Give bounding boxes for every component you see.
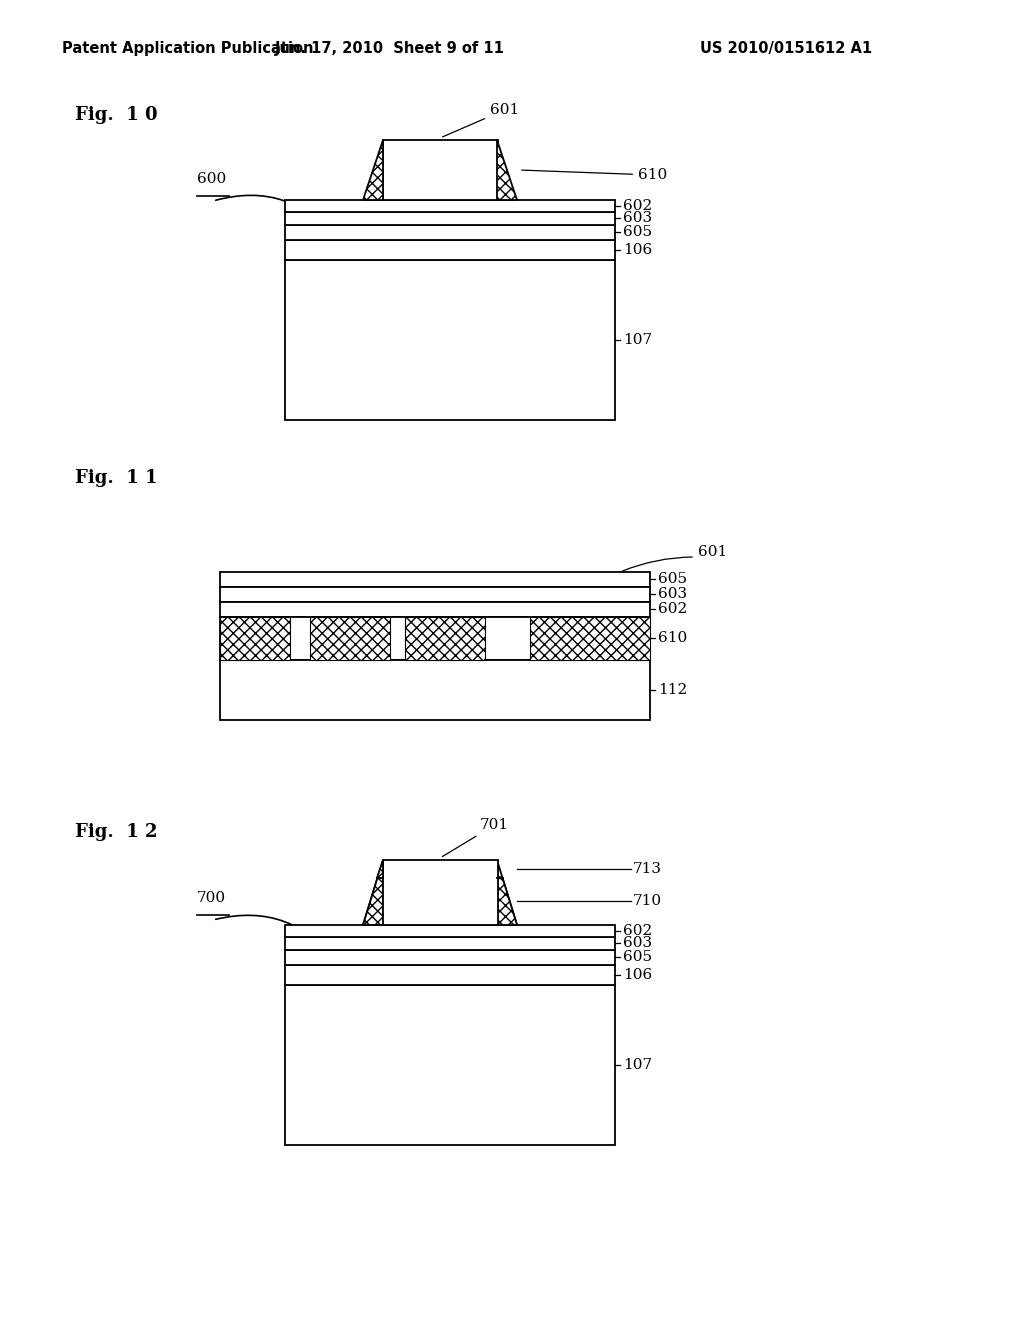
Bar <box>285 937 615 950</box>
Polygon shape <box>362 878 383 925</box>
Text: 601: 601 <box>698 545 727 558</box>
Text: Fig.  1 2: Fig. 1 2 <box>75 822 158 841</box>
Bar <box>383 140 498 201</box>
Polygon shape <box>497 140 517 201</box>
Text: 106: 106 <box>623 243 652 257</box>
Polygon shape <box>362 861 383 925</box>
Bar <box>285 213 615 224</box>
Text: Jun. 17, 2010  Sheet 9 of 11: Jun. 17, 2010 Sheet 9 of 11 <box>275 41 505 55</box>
Polygon shape <box>497 878 517 925</box>
Bar <box>285 260 615 420</box>
Text: 701: 701 <box>442 818 509 857</box>
Bar <box>220 660 650 719</box>
Text: 602: 602 <box>658 602 687 616</box>
Text: US 2010/0151612 A1: US 2010/0151612 A1 <box>700 41 872 55</box>
Text: Fig.  1 1: Fig. 1 1 <box>75 469 158 487</box>
Bar <box>383 861 498 925</box>
Text: 610: 610 <box>658 631 687 645</box>
Polygon shape <box>362 140 383 201</box>
Text: 605: 605 <box>658 572 687 586</box>
Text: Patent Application Publication: Patent Application Publication <box>62 41 313 55</box>
Polygon shape <box>497 861 517 925</box>
Text: 107: 107 <box>623 1059 652 1072</box>
Bar <box>220 616 650 660</box>
Bar <box>310 616 390 660</box>
Text: 600: 600 <box>197 172 226 186</box>
FancyArrowPatch shape <box>216 195 338 243</box>
FancyArrowPatch shape <box>216 915 338 966</box>
Bar <box>285 201 615 213</box>
Bar <box>285 925 615 937</box>
Text: 112: 112 <box>658 682 687 697</box>
Bar <box>220 572 650 587</box>
Bar <box>285 965 615 985</box>
Text: 601: 601 <box>442 103 519 137</box>
Bar <box>285 224 615 240</box>
Bar <box>285 240 615 260</box>
Bar <box>285 950 615 965</box>
Bar <box>220 602 650 616</box>
Text: 602: 602 <box>623 924 652 939</box>
Text: 106: 106 <box>623 968 652 982</box>
Text: 713: 713 <box>633 862 662 876</box>
Text: 603: 603 <box>623 211 652 224</box>
Bar <box>406 616 485 660</box>
Text: 700: 700 <box>197 891 226 906</box>
Text: 710: 710 <box>633 894 663 908</box>
Polygon shape <box>378 861 383 878</box>
Text: 603: 603 <box>658 587 687 601</box>
Text: Fig.  1 0: Fig. 1 0 <box>75 106 158 124</box>
Text: 605: 605 <box>623 950 652 964</box>
Text: 610: 610 <box>522 168 668 182</box>
Bar <box>285 985 615 1144</box>
Bar <box>220 587 650 602</box>
Bar <box>220 616 290 660</box>
Text: 107: 107 <box>623 333 652 347</box>
Bar <box>530 616 650 660</box>
Text: 603: 603 <box>623 936 652 950</box>
Text: 605: 605 <box>623 224 652 239</box>
Text: 602: 602 <box>623 199 652 213</box>
